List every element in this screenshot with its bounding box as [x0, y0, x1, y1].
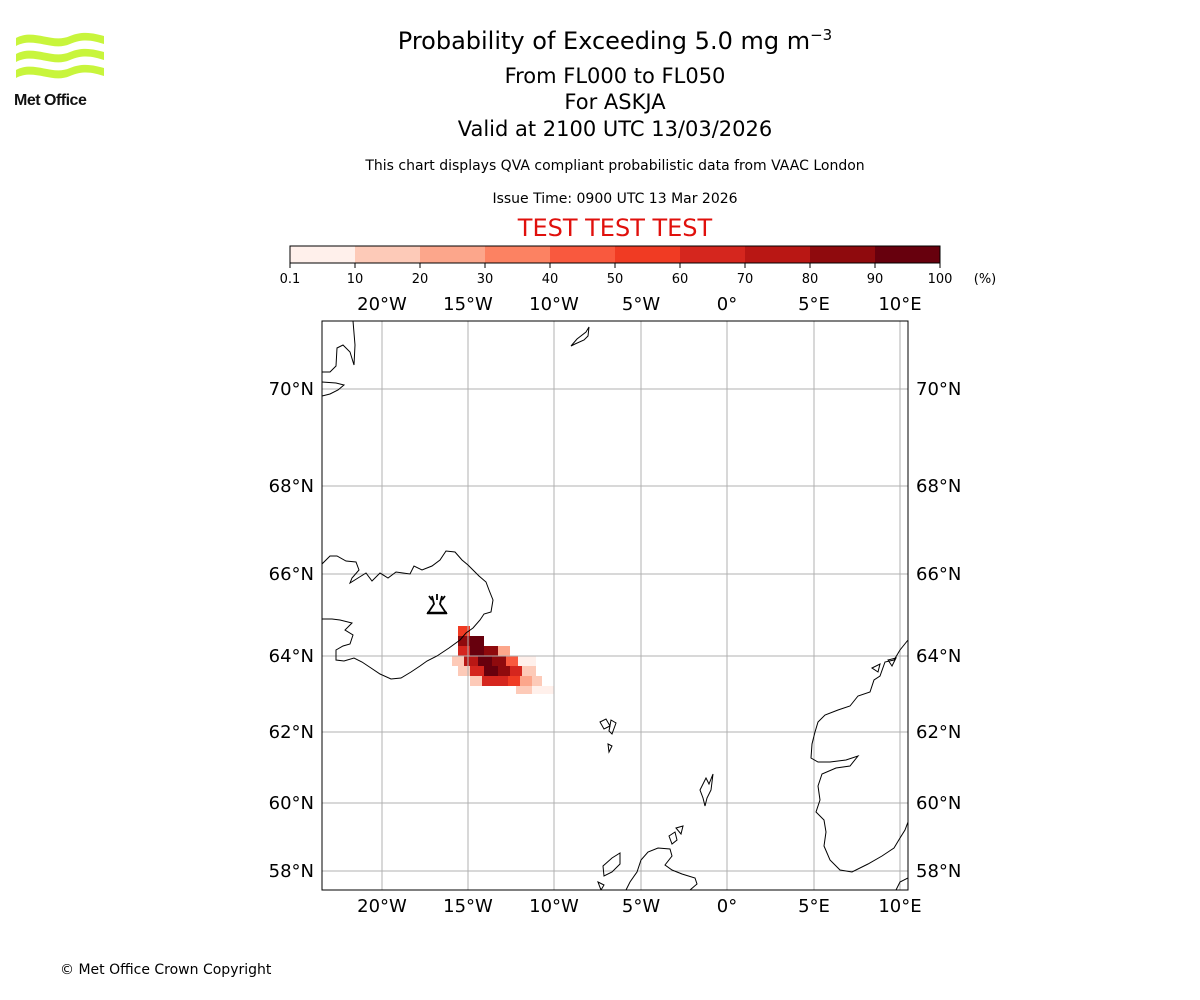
- met-office-logo: Met Office: [14, 30, 106, 112]
- colorbar-box: [550, 246, 616, 263]
- lat-label-left: 62°N: [269, 722, 314, 743]
- colorbar-tick-label: 60: [672, 272, 689, 287]
- coast-greenland: [322, 321, 356, 373]
- title-volcano: For ASKJA: [564, 90, 666, 114]
- colorbar-tick-label: 30: [477, 272, 494, 287]
- coast-iceland: [322, 550, 494, 680]
- lat-label-right: 62°N: [916, 722, 961, 743]
- lon-label-top: 5°E: [798, 294, 830, 315]
- map-frame: [321, 320, 909, 891]
- lon-label-bottom: 10°E: [878, 896, 921, 917]
- lon-label-top: 5°W: [622, 294, 660, 315]
- lat-label-left: 64°N: [269, 646, 314, 667]
- lat-label-right: 66°N: [916, 564, 961, 585]
- colorbar-box: [680, 246, 746, 263]
- lat-label-right: 60°N: [916, 793, 961, 814]
- coast-shetland: [699, 773, 714, 807]
- colorbar-tick-label: 100: [928, 272, 953, 287]
- disclaimer-text: This chart displays QVA compliant probab…: [365, 158, 865, 174]
- lat-label-left: 68°N: [269, 476, 314, 497]
- coast-sweden: [895, 877, 908, 890]
- lat-label-right: 58°N: [916, 861, 961, 882]
- copyright-text: © Met Office Crown Copyright: [60, 962, 272, 978]
- colorbar: 0.1 10 20 30 40 50 60 70 80 90 100 (%): [280, 245, 997, 287]
- coast-greenland-south: [322, 381, 346, 397]
- lat-label-right: 70°N: [916, 379, 961, 400]
- lat-label-left: 60°N: [269, 793, 314, 814]
- colorbar-box: [745, 246, 811, 263]
- lat-label-left: 70°N: [269, 379, 314, 400]
- logo-text: Met Office: [14, 92, 87, 109]
- colorbar-box: [290, 246, 356, 263]
- chart-title: Probability of Exceeding 5.0 mg m−3: [0, 26, 1200, 55]
- colorbar-tick-label: 70: [737, 272, 754, 287]
- colorbar-box: [810, 246, 876, 263]
- colorbar-unit: (%): [974, 272, 997, 287]
- coast-norway-islands: [871, 657, 897, 673]
- title-main: Probability of Exceeding 5.0 mg m: [397, 27, 811, 55]
- coast-hebrides: [597, 852, 621, 890]
- lon-label-bottom: 15°W: [443, 896, 493, 917]
- title-valid: Valid at 2100 UTC 13/03/2026: [457, 117, 773, 141]
- coast-norway: [810, 639, 908, 873]
- colorbar-box: [420, 246, 486, 263]
- lon-label-top: 10°E: [878, 294, 921, 315]
- coastlines: [322, 321, 908, 890]
- colorbar-tick-label: 80: [802, 272, 819, 287]
- lat-label-left: 66°N: [269, 564, 314, 585]
- volcano-icon: [426, 594, 448, 615]
- lon-label-bottom: 5°W: [622, 896, 660, 917]
- lon-label-bottom: 0°: [717, 896, 737, 917]
- title-superscript: −3: [810, 26, 833, 44]
- colorbar-tick-label: 0.1: [280, 272, 301, 287]
- title-levels: From FL000 to FL050: [504, 64, 726, 88]
- colorbar-tick-label: 90: [867, 272, 884, 287]
- coast-orkney: [668, 825, 684, 845]
- colorbar-box: [485, 246, 551, 263]
- coast-faroes: [599, 718, 617, 754]
- lat-label-right: 68°N: [916, 476, 961, 497]
- issue-time: Issue Time: 0900 UTC 13 Mar 2026: [492, 191, 738, 207]
- colorbar-tick-label: 40: [542, 272, 559, 287]
- colorbar-box: [875, 246, 941, 263]
- lon-label-bottom: 10°W: [529, 896, 579, 917]
- graticule: [322, 321, 908, 890]
- colorbar-box: [355, 246, 421, 263]
- ash-probability-grid: [452, 626, 554, 694]
- colorbar-tick-label: 20: [412, 272, 429, 287]
- coast-jan-mayen: [570, 326, 590, 347]
- colorbar-tick-label: 50: [607, 272, 624, 287]
- lon-label-bottom: 5°E: [798, 896, 830, 917]
- lon-label-top: 20°W: [357, 294, 407, 315]
- lon-label-bottom: 20°W: [357, 896, 407, 917]
- lat-label-left: 58°N: [269, 861, 314, 882]
- lon-label-top: 0°: [717, 294, 737, 315]
- test-banner: TEST TEST TEST: [517, 214, 713, 242]
- coast-scotland: [625, 847, 698, 890]
- lon-label-top: 15°W: [443, 294, 493, 315]
- lat-label-right: 64°N: [916, 646, 961, 667]
- colorbar-tick-label: 10: [347, 272, 364, 287]
- lon-label-top: 10°W: [529, 294, 579, 315]
- met-office-wave-icon: [16, 32, 104, 79]
- colorbar-box: [615, 246, 681, 263]
